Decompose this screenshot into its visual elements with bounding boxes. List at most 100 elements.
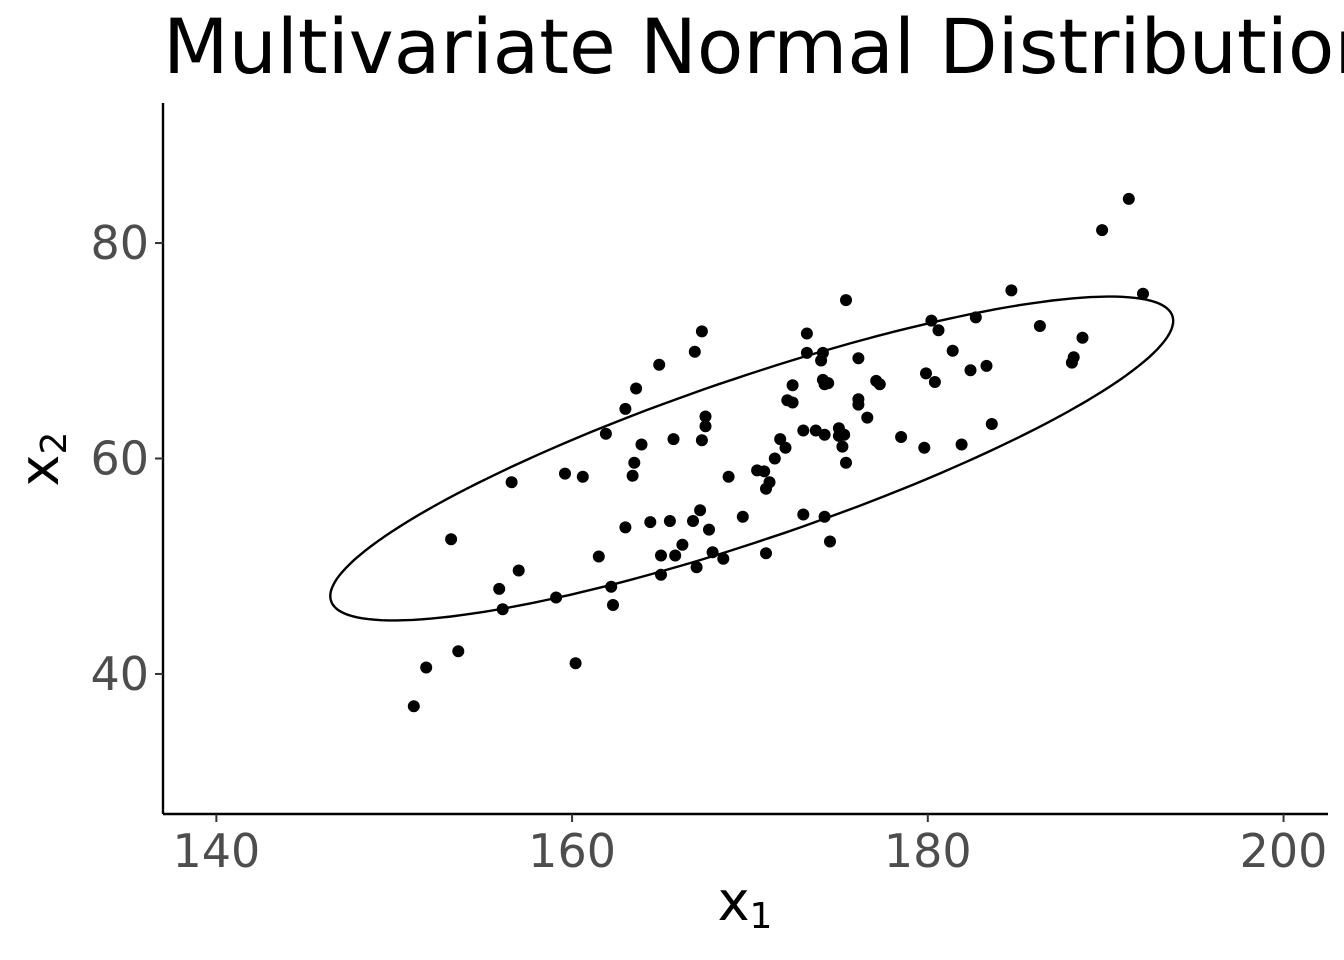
data-point bbox=[946, 344, 959, 357]
x-tick-label: 180 bbox=[884, 824, 972, 878]
data-point bbox=[655, 549, 667, 562]
data-point bbox=[895, 431, 908, 443]
data-point bbox=[980, 359, 993, 372]
data-point bbox=[695, 434, 708, 447]
data-point bbox=[816, 346, 829, 359]
data-point bbox=[818, 510, 831, 523]
data-point bbox=[690, 561, 703, 574]
data-point bbox=[736, 510, 749, 523]
data-point bbox=[1076, 331, 1089, 344]
data-point bbox=[687, 515, 699, 527]
data-point bbox=[619, 521, 632, 534]
data-point bbox=[626, 469, 639, 482]
y-axis-ticks: 40 60 80 bbox=[90, 216, 163, 701]
data-point bbox=[420, 661, 433, 674]
confidence-ellipse bbox=[329, 295, 1175, 622]
data-point bbox=[1067, 351, 1080, 364]
x-axis-title-base: x bbox=[718, 870, 750, 933]
data-point bbox=[1137, 287, 1149, 300]
x-axis-title-sub: 1 bbox=[750, 896, 773, 937]
data-point bbox=[493, 582, 506, 595]
data-point bbox=[630, 382, 643, 395]
data-point bbox=[635, 438, 648, 451]
data-point bbox=[920, 367, 932, 380]
data-point bbox=[663, 515, 676, 527]
data-point bbox=[619, 402, 632, 415]
data-point bbox=[676, 538, 689, 551]
data-point bbox=[699, 410, 712, 423]
data-point bbox=[964, 364, 977, 377]
data-point bbox=[852, 398, 865, 411]
data-point bbox=[694, 504, 707, 517]
data-point bbox=[599, 427, 612, 440]
x-axis-ticks: 140 160 180 200 bbox=[172, 814, 1327, 878]
data-point bbox=[818, 428, 831, 441]
data-point bbox=[688, 345, 701, 358]
data-point bbox=[985, 418, 998, 430]
data-point bbox=[840, 456, 852, 469]
data-point bbox=[655, 568, 667, 581]
data-point bbox=[763, 476, 776, 489]
confidence-ellipse-layer bbox=[329, 295, 1175, 622]
data-point bbox=[550, 591, 563, 604]
data-point bbox=[512, 564, 525, 577]
y-axis-title: x2 bbox=[8, 432, 75, 487]
data-point bbox=[1005, 284, 1018, 297]
data-point bbox=[861, 411, 874, 424]
data-point bbox=[667, 433, 680, 446]
data-point bbox=[852, 352, 865, 365]
y-tick-label: 80 bbox=[90, 216, 149, 270]
x-axis-title: x1 bbox=[718, 870, 773, 937]
data-point bbox=[496, 603, 509, 616]
data-point bbox=[760, 547, 772, 560]
x-tick-label: 160 bbox=[528, 824, 616, 878]
data-point bbox=[918, 441, 931, 454]
data-point bbox=[669, 549, 682, 562]
data-point bbox=[592, 550, 605, 563]
y-axis-title-base: x bbox=[8, 454, 71, 486]
data-point bbox=[644, 516, 657, 529]
y-axis-title-sub: 2 bbox=[34, 432, 75, 455]
data-point bbox=[925, 314, 938, 327]
data-point bbox=[569, 657, 582, 670]
data-point bbox=[768, 452, 781, 465]
data-point bbox=[840, 294, 852, 307]
data-point bbox=[1096, 224, 1109, 237]
data-points-layer bbox=[407, 192, 1149, 713]
data-point bbox=[559, 467, 571, 480]
data-point bbox=[699, 420, 712, 433]
data-point bbox=[932, 324, 945, 337]
data-point bbox=[605, 580, 618, 593]
data-point bbox=[722, 470, 735, 483]
chart-title: Multivariate Normal Distribution bbox=[163, 2, 1344, 91]
data-point bbox=[706, 546, 719, 559]
data-point bbox=[824, 535, 836, 548]
data-point bbox=[774, 433, 787, 446]
data-point bbox=[653, 358, 666, 371]
data-point bbox=[505, 476, 518, 489]
data-point bbox=[576, 470, 589, 483]
data-point bbox=[1033, 320, 1046, 332]
data-point bbox=[717, 552, 730, 565]
data-point bbox=[797, 424, 810, 437]
data-point bbox=[628, 456, 641, 469]
y-tick-label: 40 bbox=[90, 647, 149, 701]
y-tick-label: 60 bbox=[90, 432, 149, 486]
data-point bbox=[407, 700, 420, 713]
data-point bbox=[928, 376, 941, 388]
x-tick-label: 140 bbox=[172, 824, 260, 878]
data-point bbox=[873, 378, 886, 391]
x-tick-label: 200 bbox=[1240, 824, 1328, 878]
data-point bbox=[786, 379, 799, 392]
data-point bbox=[822, 377, 835, 390]
data-point bbox=[452, 645, 465, 658]
data-point bbox=[836, 440, 849, 453]
data-point bbox=[445, 533, 458, 546]
data-point bbox=[786, 396, 799, 409]
data-point bbox=[1122, 192, 1135, 205]
data-point bbox=[797, 508, 810, 521]
data-point bbox=[800, 327, 813, 340]
data-point bbox=[703, 523, 715, 536]
data-point bbox=[695, 325, 708, 338]
